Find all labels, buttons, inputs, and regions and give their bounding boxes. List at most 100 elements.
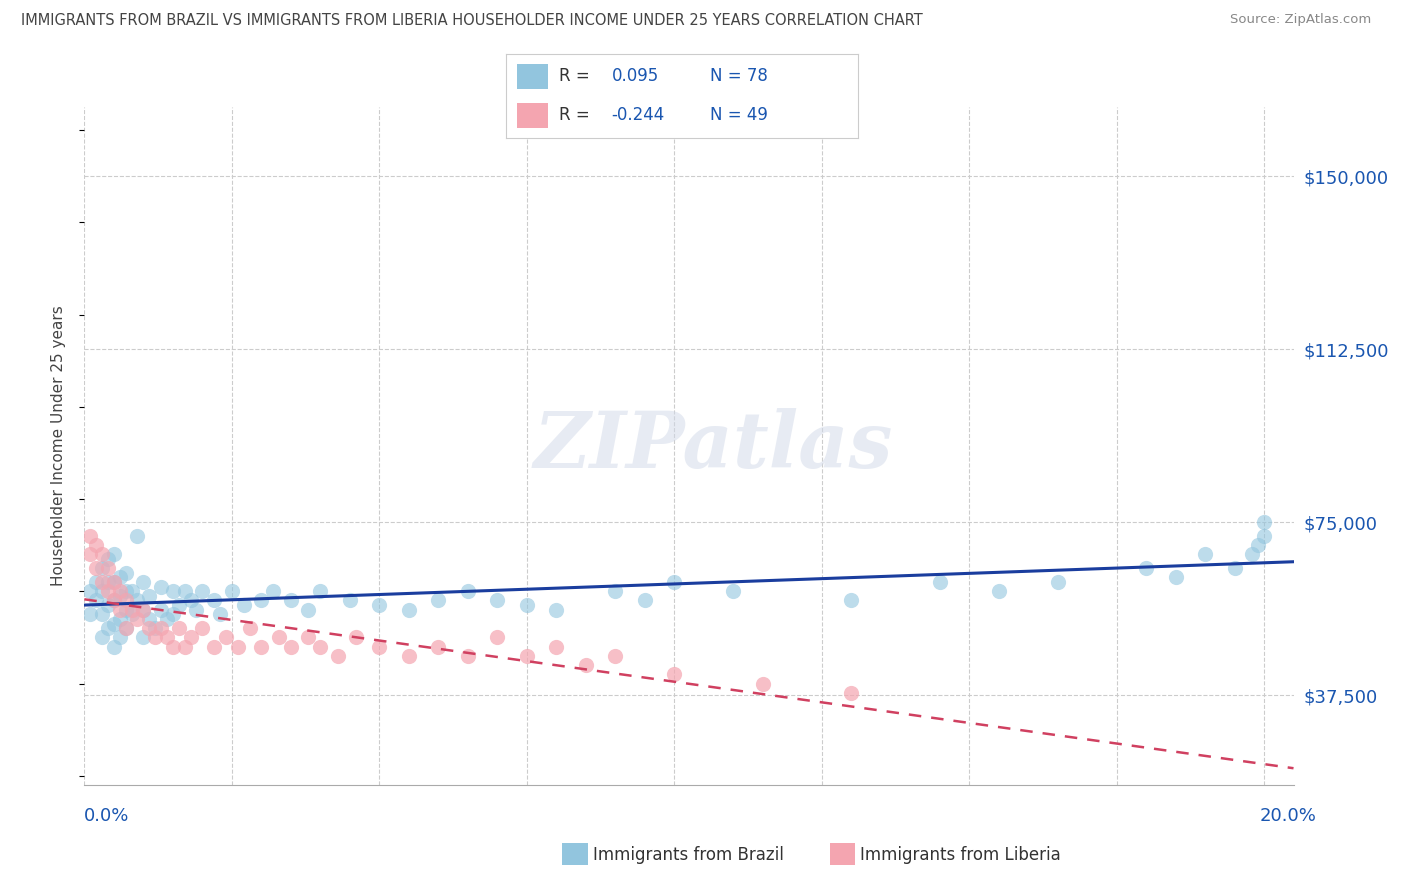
Point xyxy=(368,640,391,654)
Point xyxy=(97,561,120,575)
Point xyxy=(79,607,101,622)
Point xyxy=(127,593,149,607)
Text: 20.0%: 20.0% xyxy=(1260,807,1316,825)
Point xyxy=(634,593,657,607)
Point xyxy=(97,584,120,599)
Point xyxy=(114,566,136,580)
Point xyxy=(91,631,114,645)
Point xyxy=(457,584,479,599)
Point xyxy=(427,593,450,607)
Text: Immigrants from Brazil: Immigrants from Brazil xyxy=(593,846,785,863)
Point xyxy=(215,631,238,645)
Point xyxy=(114,621,136,635)
Point xyxy=(108,570,131,584)
Point xyxy=(1223,561,1246,575)
Point xyxy=(605,648,627,663)
Point xyxy=(103,547,125,561)
Point xyxy=(250,640,273,654)
Point xyxy=(1046,575,1069,590)
Point xyxy=(91,575,114,590)
Text: N = 49: N = 49 xyxy=(710,106,768,124)
Text: R =: R = xyxy=(560,106,595,124)
Text: Immigrants from Liberia: Immigrants from Liberia xyxy=(860,846,1062,863)
Point xyxy=(156,612,179,626)
Point xyxy=(202,640,225,654)
Point xyxy=(928,575,950,590)
Point xyxy=(97,598,120,612)
Point xyxy=(339,593,361,607)
Point xyxy=(114,603,136,617)
Point xyxy=(79,547,101,561)
Point xyxy=(103,575,125,590)
Point xyxy=(173,640,195,654)
Text: Source: ZipAtlas.com: Source: ZipAtlas.com xyxy=(1230,13,1371,27)
Point xyxy=(186,603,208,617)
Point xyxy=(267,631,290,645)
Point xyxy=(138,612,160,626)
Point xyxy=(84,561,107,575)
Point xyxy=(173,584,195,599)
Point xyxy=(97,621,120,635)
Point xyxy=(108,631,131,645)
Y-axis label: Householder Income Under 25 years: Householder Income Under 25 years xyxy=(51,306,66,586)
Point xyxy=(91,547,114,561)
Point xyxy=(202,593,225,607)
Point xyxy=(575,658,598,673)
Point xyxy=(138,589,160,603)
Point xyxy=(1253,529,1275,543)
Point xyxy=(121,607,143,622)
Point xyxy=(91,561,114,575)
Point xyxy=(486,631,509,645)
Point xyxy=(250,593,273,607)
Point xyxy=(150,580,173,594)
Point xyxy=(84,575,107,590)
Point xyxy=(427,640,450,654)
Text: N = 78: N = 78 xyxy=(710,68,768,86)
Point xyxy=(167,598,190,612)
Point xyxy=(1241,547,1264,561)
Point xyxy=(297,631,319,645)
Point xyxy=(97,552,120,566)
Point xyxy=(150,603,173,617)
Point xyxy=(138,621,160,635)
Point xyxy=(751,676,773,690)
Point xyxy=(108,603,131,617)
Text: -0.244: -0.244 xyxy=(612,106,665,124)
Point xyxy=(546,603,568,617)
Point xyxy=(398,603,420,617)
Point xyxy=(486,593,509,607)
Point xyxy=(280,640,302,654)
Bar xyxy=(517,63,548,89)
Text: 0.0%: 0.0% xyxy=(84,807,129,825)
Point xyxy=(1135,561,1157,575)
Point xyxy=(664,575,686,590)
Point xyxy=(103,593,125,607)
Point xyxy=(516,598,538,612)
Point xyxy=(97,575,120,590)
Point xyxy=(103,616,125,631)
Point xyxy=(132,603,155,617)
Point xyxy=(208,607,231,622)
Point xyxy=(132,575,155,590)
Point xyxy=(132,631,155,645)
Point xyxy=(221,584,243,599)
Point xyxy=(1164,570,1187,584)
Point xyxy=(108,612,131,626)
Point xyxy=(226,640,249,654)
Point xyxy=(326,648,349,663)
Point xyxy=(297,603,319,617)
Point xyxy=(114,593,136,607)
Point xyxy=(1247,538,1270,552)
Point xyxy=(605,584,627,599)
Point xyxy=(108,589,131,603)
Point xyxy=(84,593,107,607)
Point xyxy=(262,584,284,599)
Point xyxy=(457,648,479,663)
Point xyxy=(398,648,420,663)
Point xyxy=(546,640,568,654)
Point xyxy=(368,598,391,612)
Point xyxy=(162,607,184,622)
Point xyxy=(167,621,190,635)
Point xyxy=(232,598,254,612)
Point xyxy=(1194,547,1216,561)
